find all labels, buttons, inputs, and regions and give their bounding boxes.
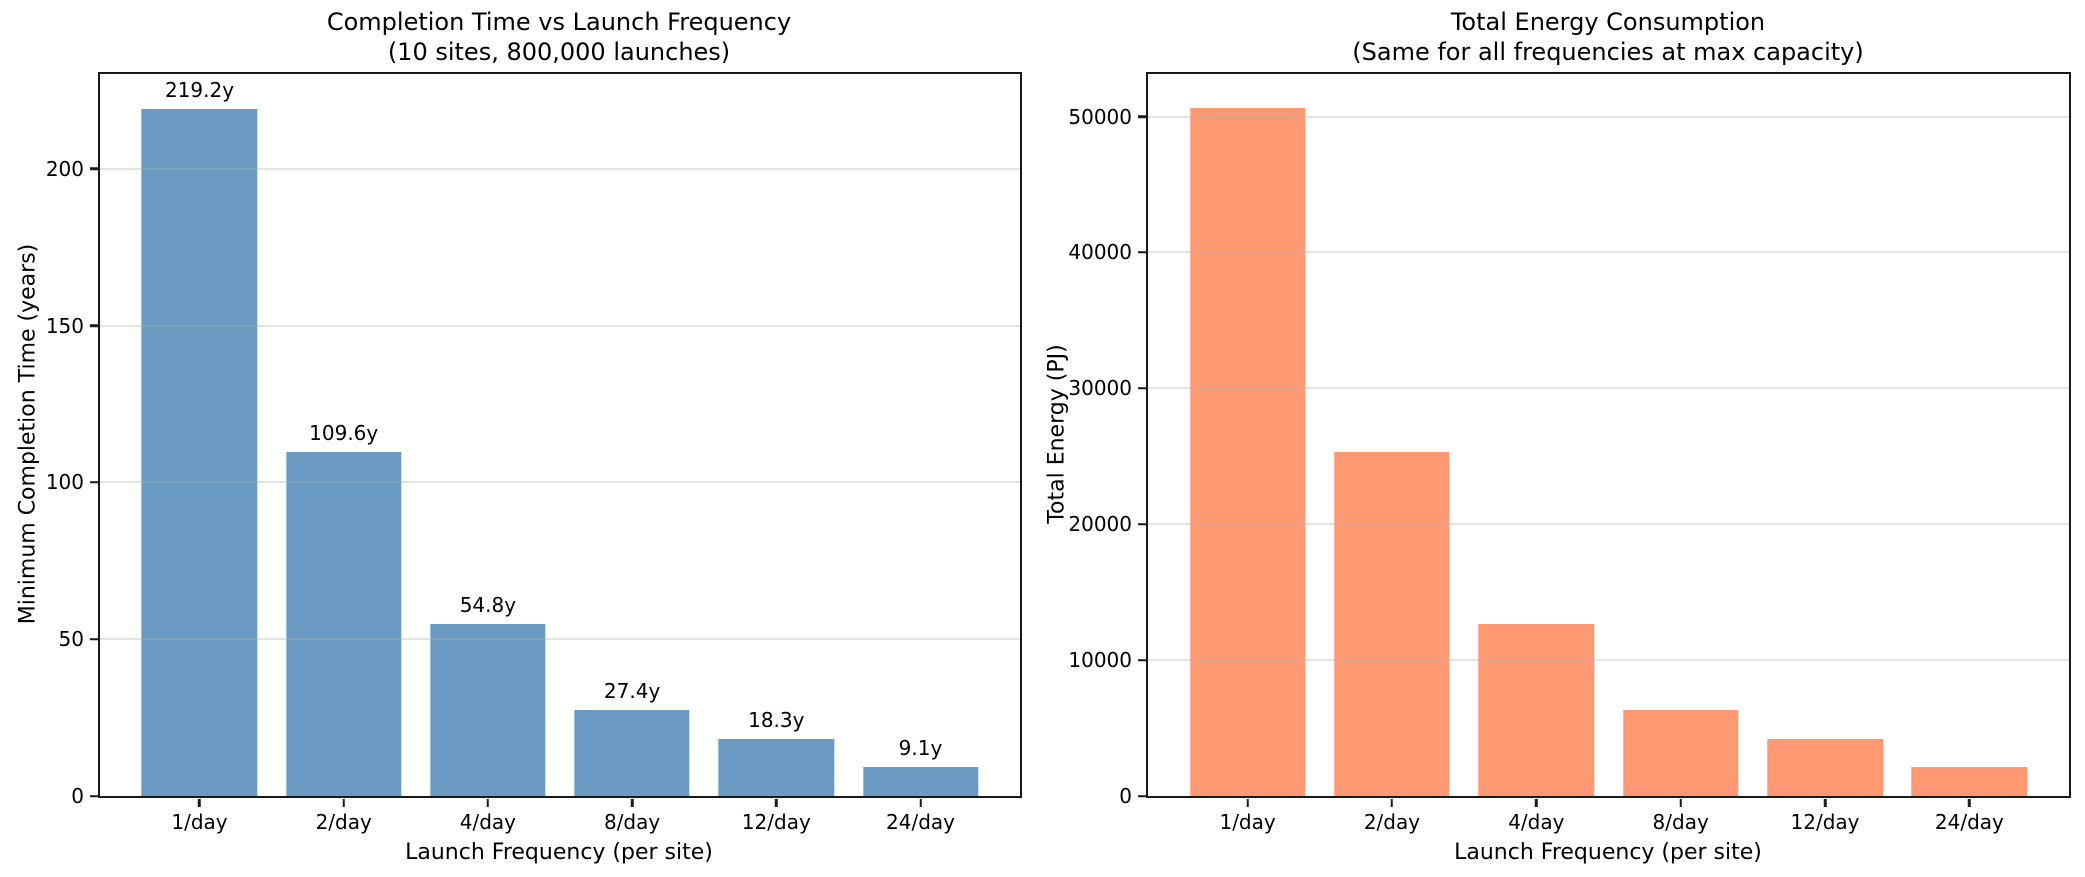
x-tick-label: 1/day: [1219, 810, 1276, 834]
y-tick-mark: [1137, 522, 1146, 526]
gridline: [1148, 387, 2069, 390]
bar-8-day: [1622, 710, 1739, 796]
x-tick-label: 24/day: [1934, 810, 2004, 834]
gridline: [1148, 251, 2069, 254]
bar-1-day: [141, 108, 258, 796]
bar-value-label: 18.3y: [748, 707, 805, 732]
y-tick-mark: [89, 324, 98, 327]
y-axis-label: Total Energy (PJ): [1044, 344, 1070, 524]
plot-area: 0 10000 20000 30000 40000 50000 1/day 2/day 4/da…: [1068, 72, 2071, 834]
bar-12-day: [718, 738, 834, 796]
y-tick-mark: [1137, 658, 1146, 662]
x-tick-mark: [630, 798, 634, 807]
bar-24-day: [1911, 767, 2028, 796]
x-tick-mark: [1390, 798, 1394, 807]
x-tick-mark: [1823, 798, 1827, 807]
x-tick-label: 8/day: [603, 810, 661, 834]
y-tick-mark: [89, 167, 98, 170]
bar-8-day: [574, 710, 690, 796]
chart-subtitle: (10 sites, 800,000 launches): [387, 38, 731, 66]
x-tick-mark: [1968, 798, 1971, 807]
y-tick-label: 0: [71, 784, 84, 808]
y-tick-label: 100: [45, 470, 84, 495]
gridline: [1148, 523, 2069, 526]
y-tick-label: 50: [58, 627, 84, 652]
x-tick-label: 2/day: [315, 810, 372, 834]
y-tick-label: 50000: [1068, 104, 1132, 129]
chart-subtitle: (Same for all frequencies at max capacit…: [1352, 38, 1864, 66]
gridline: [1148, 115, 2069, 118]
x-tick-label: 24/day: [886, 810, 955, 834]
x-tick-label: 1/day: [171, 810, 228, 834]
x-tick-mark: [919, 798, 922, 807]
x-tick-mark: [198, 798, 201, 807]
y-tick-label: 40000: [1068, 240, 1132, 265]
gridline: [100, 167, 1020, 170]
y-tick-mark: [1137, 387, 1146, 390]
y-tick-mark: [89, 481, 98, 484]
chart-title: Completion Time vs Launch Frequency: [326, 8, 792, 36]
bar-value-label: 109.6y: [309, 421, 379, 446]
plot-area: 0 50 100 150 200 219.2y 1/day 109.6y 2/day 54.8y 4…: [46, 72, 1022, 834]
bar-12-day: [1767, 738, 1883, 796]
y-tick-mark: [1137, 794, 1146, 798]
bar-24-day: [862, 767, 979, 796]
x-tick-mark: [486, 798, 490, 807]
y-tick-label: 10000: [1068, 648, 1132, 673]
gridline: [100, 638, 1020, 641]
y-tick-label: 20000: [1068, 512, 1132, 537]
chart-title: Total Energy Consumption: [1450, 8, 1766, 36]
x-tick-mark: [1679, 798, 1682, 807]
y-tick-label: 0: [1119, 784, 1132, 808]
bar-value-label: 54.8y: [459, 593, 517, 618]
chart-title-block: Total Energy Consumption (Same for all f…: [1208, 7, 2008, 67]
x-tick-label: 2/day: [1363, 810, 1421, 834]
bar-4-day: [1478, 624, 1595, 796]
x-axis-label: Launch Frequency (per site): [405, 840, 713, 865]
x-tick-label: 12/day: [1790, 810, 1860, 834]
bar-4-day: [430, 624, 546, 796]
bar-value-label: 219.2y: [164, 77, 235, 102]
y-tick-label: 200: [45, 156, 84, 181]
gridline: [1148, 659, 2069, 662]
bar-2-day: [1334, 452, 1450, 796]
x-tick-label: 4/day: [1508, 810, 1565, 834]
y-tick-label: 30000: [1068, 376, 1132, 401]
x-tick-mark: [775, 798, 778, 807]
x-tick-label: 4/day: [459, 810, 517, 834]
x-tick-label: 12/day: [741, 810, 811, 834]
x-axis-label: Launch Frequency (per site): [1454, 840, 1762, 865]
bar-1-day: [1189, 108, 1306, 796]
y-tick-mark: [89, 794, 98, 798]
bar-value-label: 9.1y: [898, 736, 943, 761]
y-tick-label: 150: [45, 313, 84, 338]
x-tick-mark: [342, 798, 345, 807]
y-tick-mark: [1137, 115, 1146, 118]
chart-title-block: Completion Time vs Launch Frequency (10 …: [159, 7, 959, 67]
x-tick-label: 8/day: [1652, 810, 1709, 834]
x-tick-mark: [1535, 798, 1538, 807]
gridline: [100, 481, 1020, 484]
gridline: [100, 324, 1020, 327]
bar-value-label: 27.4y: [603, 679, 661, 704]
bar-2-day: [286, 452, 402, 796]
y-tick-mark: [1137, 251, 1146, 254]
x-tick-mark: [1246, 798, 1249, 807]
y-tick-mark: [89, 637, 98, 641]
